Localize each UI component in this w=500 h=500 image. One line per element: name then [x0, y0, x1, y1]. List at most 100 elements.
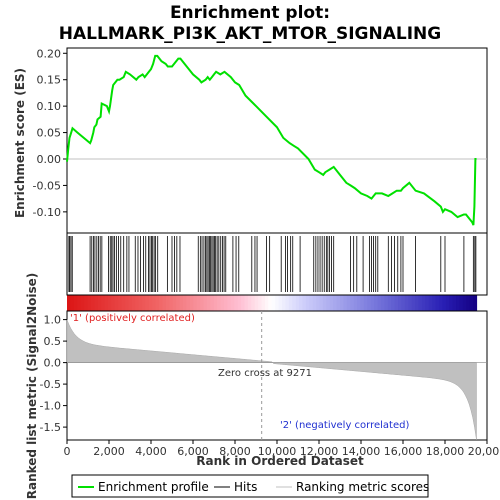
colorbar-segment: [343, 295, 348, 311]
colorbar-segment: [80, 295, 85, 311]
es-panel-frame: [66, 47, 488, 234]
colorbar-segment: [275, 295, 280, 311]
colorbar-segment: [90, 295, 95, 311]
colorbar-segment: [295, 295, 300, 311]
es-y-tick-label: 0.10: [37, 100, 62, 113]
colorbar-segment: [438, 295, 443, 311]
colorbar-segment: [387, 295, 392, 311]
metric-y-tick-label: 0.0: [44, 357, 62, 370]
colorbar-segment: [425, 295, 430, 311]
colorbar-segment: [305, 295, 310, 311]
colorbar-segment: [107, 295, 112, 311]
colorbar-segment: [456, 295, 461, 311]
colorbar-segment: [432, 295, 437, 311]
colorbar-segment: [398, 295, 403, 311]
colorbar-segment: [322, 295, 327, 311]
metric-y-tick-label: 0.5: [44, 335, 62, 348]
colorbar-segment: [421, 295, 426, 311]
colorbar-segment: [384, 295, 389, 311]
colorbar-segment: [97, 295, 102, 311]
colorbar-segment: [84, 295, 89, 311]
colorbar-segment: [326, 295, 331, 311]
legend-box: [71, 474, 429, 498]
colorbar-segment: [333, 295, 338, 311]
colorbar-segment: [360, 295, 365, 311]
colorbar-segment: [196, 295, 201, 311]
colorbar-segment: [125, 295, 130, 311]
colorbar-segment: [288, 295, 293, 311]
metric-y-tick-label: 1.0: [44, 314, 62, 327]
x-axis-label: Rank in Ordered Dataset: [196, 454, 364, 468]
y-axis-label-top: Enrichment score (ES): [13, 68, 27, 218]
colorbar-segment: [165, 295, 170, 311]
colorbar-segment: [350, 295, 355, 311]
colorbar-segment: [370, 295, 375, 311]
colorbar-segment: [128, 295, 133, 311]
colorbar-segment: [73, 295, 78, 311]
colorbar-segment: [316, 295, 321, 311]
colorbar-segment: [159, 295, 164, 311]
positive-correlation-label: '1' (positively correlated): [70, 313, 195, 324]
colorbar-segment: [329, 295, 334, 311]
colorbar-segment: [193, 295, 198, 311]
x-tick-label: 12,000: [300, 445, 339, 458]
colorbar-segment: [377, 295, 382, 311]
legend-profile-label: Enrichment profile: [98, 480, 209, 494]
colorbar-segment: [220, 295, 225, 311]
colorbar-segment: [258, 295, 263, 311]
colorbar-segment: [404, 295, 409, 311]
colorbar-segment: [445, 295, 450, 311]
metric-y-tick-label: -1.5: [40, 421, 61, 434]
colorbar-segment: [319, 295, 324, 311]
metric-panel: 1.0 0.5 0.0 -0.5 -1.0 -1.50 2,000 4,000 6,000 8,0…: [40, 310, 500, 458]
colorbar-segment: [309, 295, 314, 311]
colorbar-segment: [213, 295, 218, 311]
legend-metric-label: Ranking metric scores: [296, 480, 429, 494]
colorbar-segment: [169, 295, 174, 311]
colorbar-segment: [101, 295, 106, 311]
colorbar-segment: [223, 295, 228, 311]
colorbar-segment: [408, 295, 413, 311]
negative-correlation-label: '2' (negatively correlated): [280, 420, 409, 431]
x-tick-label: 2,000: [93, 445, 125, 458]
es-y-tick-label: -0.10: [33, 206, 61, 219]
colorbar-segment: [135, 295, 140, 311]
colorbar-segment: [244, 295, 249, 311]
colorbar-segment: [302, 295, 307, 311]
colorbar-segment: [346, 295, 351, 311]
colorbar-segment: [230, 295, 235, 311]
colorbar-segment: [367, 295, 372, 311]
colorbar-segment: [271, 295, 276, 311]
x-tick-label: 0: [64, 445, 71, 458]
colorbar-segment: [411, 295, 416, 311]
es-y-tick-label: -0.05: [33, 179, 61, 192]
colorbar-segment: [268, 295, 273, 311]
colorbar-segment: [114, 295, 119, 311]
colorbar-segment: [251, 295, 256, 311]
colorbar-segment: [394, 295, 399, 311]
colorbar-segment: [452, 295, 457, 311]
colorbar-segment: [145, 295, 150, 311]
colorbar-segment: [227, 295, 232, 311]
y-axis-label-bottom: Ranked list metric (Signal2Noise): [25, 273, 39, 500]
metric-y-tick-label: -1.0: [40, 400, 61, 413]
colorbar-segment: [111, 295, 116, 311]
colorbar-segment: [285, 295, 290, 311]
colorbar-segment: [179, 295, 184, 311]
colorbar-segment: [121, 295, 126, 311]
colorbar-segment: [435, 295, 440, 311]
colorbar-segment: [183, 295, 188, 311]
colorbar-segment: [340, 295, 345, 311]
colorbar-segment: [292, 295, 297, 311]
metric-y-tick-label: -0.5: [40, 378, 61, 391]
colorbar-segment: [67, 295, 72, 311]
x-tick-label: 20,000: [468, 445, 500, 458]
colorbar-segment: [473, 295, 478, 311]
colorbar-segment: [299, 295, 304, 311]
colorbar-segment: [118, 295, 123, 311]
colorbar-segment: [442, 295, 447, 311]
colorbar-segment: [189, 295, 194, 311]
x-tick-label: 10,000: [258, 445, 297, 458]
enrichment-profile-line: [66, 54, 477, 226]
